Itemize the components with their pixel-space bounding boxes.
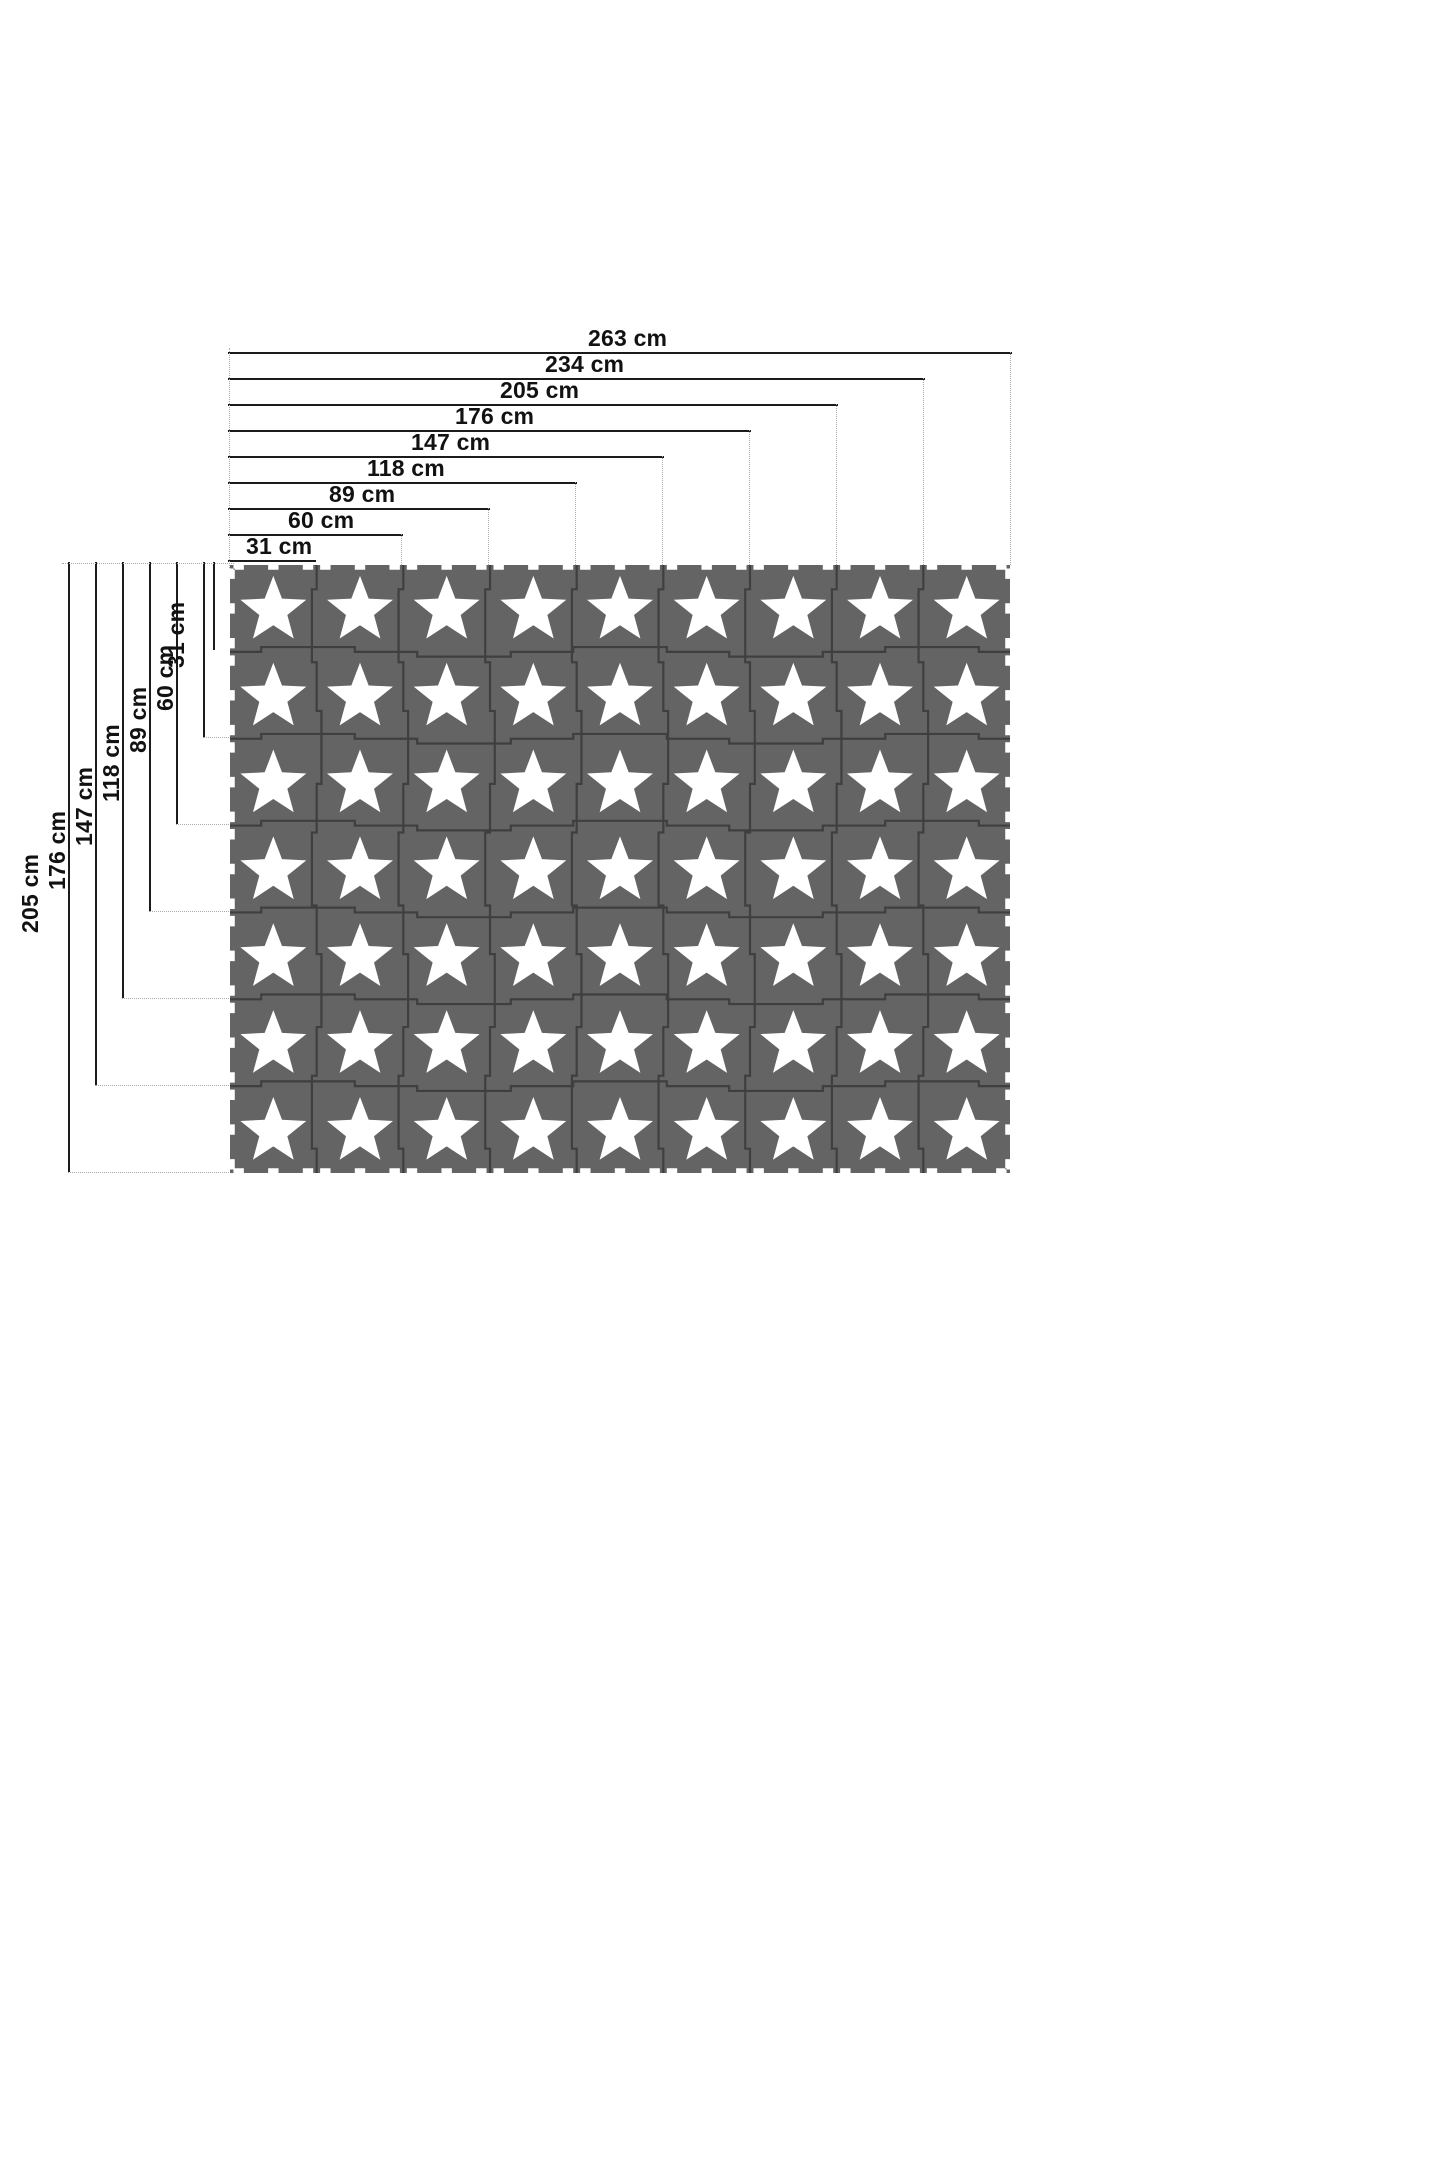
extension-line-h-234-right [923, 378, 924, 565]
dimension-rule-v-31 [213, 562, 215, 650]
extension-line-v-89-bottom [176, 824, 233, 825]
dimension-label-h-89: 89 cm [329, 481, 396, 507]
dimension-label-h-263: 263 cm [588, 325, 668, 351]
dimension-rule-h-176 [228, 430, 751, 432]
dimension-rule-v-176 [95, 562, 97, 1085]
dimension-label-v-89: 89 cm [125, 686, 151, 753]
dimension-rule-h-147 [228, 456, 664, 458]
dimension-rule-h-89 [228, 508, 490, 510]
dimension-label-h-205: 205 cm [500, 377, 580, 403]
dimension-rule-v-205 [68, 562, 70, 1172]
dimension-label-v-205: 205 cm [17, 853, 43, 933]
dimension-rule-v-60 [203, 562, 205, 737]
dimension-rule-v-118 [149, 562, 151, 911]
extension-line-v-147-bottom [122, 998, 233, 999]
extension-line-v-118-bottom [149, 911, 233, 912]
dimension-rule-h-118 [228, 482, 577, 484]
dimension-label-v-147: 147 cm [71, 766, 97, 846]
dimension-rule-h-205 [228, 404, 838, 406]
dimension-rule-v-147 [122, 562, 124, 998]
dimension-label-h-60: 60 cm [288, 507, 355, 533]
extension-line-v-205-bottom [68, 1172, 233, 1173]
dimension-label-v-31: 31 cm [163, 601, 189, 668]
extension-line-v-176-bottom [95, 1085, 233, 1086]
puzzle-mat [230, 565, 1010, 1173]
extension-line-h-205-right [836, 404, 837, 565]
extension-line-h-118-right [575, 482, 576, 565]
dimension-rule-h-31 [228, 560, 316, 562]
extension-line-h-89-right [488, 508, 489, 565]
dimension-label-h-31: 31 cm [246, 533, 313, 559]
dimension-label-h-176: 176 cm [455, 403, 535, 429]
dimension-rule-h-234 [228, 378, 925, 380]
dimension-label-v-118: 118 cm [98, 724, 124, 802]
extension-line-h-176-right [749, 430, 750, 565]
extension-line-h-147-right [662, 456, 663, 565]
dimension-rule-h-263 [228, 352, 1012, 354]
dimension-rule-v-89 [176, 562, 178, 824]
dimension-label-v-176: 176 cm [44, 810, 70, 890]
extension-line-v-origin [62, 563, 234, 564]
dimension-rule-h-60 [228, 534, 403, 536]
extension-line-v-60-bottom [203, 737, 233, 738]
dimension-label-h-234: 234 cm [545, 351, 625, 377]
extension-line-h-263-right [1010, 352, 1011, 565]
dimension-label-h-118: 118 cm [367, 455, 445, 481]
extension-line-h-60-right [401, 534, 402, 565]
dimension-label-h-147: 147 cm [411, 429, 491, 455]
extension-line-h-origin [229, 348, 230, 568]
